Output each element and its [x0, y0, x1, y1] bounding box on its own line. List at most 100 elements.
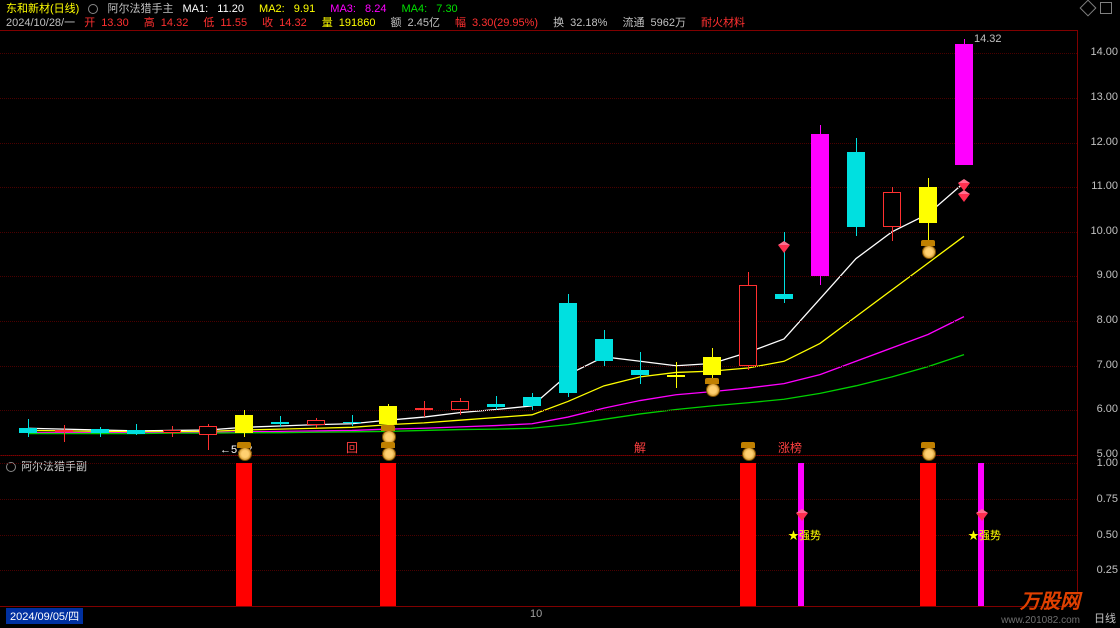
close-label: 收 [262, 17, 273, 29]
candle [739, 31, 757, 455]
sub-signal-bar [380, 463, 396, 606]
low-label: 低 [203, 17, 214, 29]
open-label: 开 [84, 17, 95, 29]
turn-label: 换 [553, 17, 564, 29]
vol-value: 191860 [339, 17, 376, 29]
diamond-icon [778, 245, 790, 253]
candle [487, 31, 505, 455]
candle [811, 31, 829, 455]
sub-indicator-panel[interactable]: ★强势 ★强势 [0, 456, 1078, 607]
mid-month-tick: 10 [530, 608, 542, 620]
strength-label: ★强势 [788, 527, 821, 543]
main-y-axis: 5.006.007.008.009.0010.0011.0012.0013.00… [1078, 30, 1120, 454]
sub-grid-line [0, 535, 1077, 536]
sub-y-tick-label: 0.75 [1097, 493, 1118, 505]
ma2-value: 9.91 [294, 3, 315, 15]
box-icon[interactable] [1100, 2, 1112, 14]
sub-grid-line [0, 570, 1077, 571]
candle [559, 31, 577, 455]
expand-dot-1[interactable] [88, 4, 98, 14]
diamond-icon [958, 194, 970, 202]
y-tick-label: 7.00 [1097, 359, 1118, 371]
turn-value: 32.18% [570, 17, 607, 29]
y-tick-label: 8.00 [1097, 314, 1118, 326]
candle [199, 31, 217, 455]
y-tick-label: 14.00 [1090, 46, 1118, 58]
ma3-label: MA3: [330, 3, 356, 15]
candle [523, 31, 541, 455]
candle [271, 31, 289, 455]
indicator-main-label: 阿尔法猎手主 [107, 3, 173, 15]
y-tick-label: 10.00 [1090, 225, 1118, 237]
amt-label: 额 [391, 17, 402, 29]
mark-char: 涨榜 [778, 439, 802, 456]
diamond-icon [796, 513, 808, 521]
top-right-controls [1082, 2, 1112, 14]
close-value: 14.32 [279, 17, 307, 29]
ma4-label: MA4: [402, 3, 428, 15]
open-value: 13.30 [101, 17, 129, 29]
candle [163, 31, 181, 455]
candle [631, 31, 649, 455]
candle [307, 31, 325, 455]
time-axis-bar: 2024/09/05/四 10 [0, 608, 1077, 626]
candle [415, 31, 433, 455]
candle [883, 31, 901, 455]
ma1-label: MA1: [183, 3, 209, 15]
sub-grid-line [0, 463, 1077, 464]
y-tick-label: 9.00 [1097, 269, 1118, 281]
candle [847, 31, 865, 455]
float-label: 流通 [623, 17, 645, 29]
y-tick-label: 13.00 [1090, 91, 1118, 103]
low-value: 11.55 [220, 17, 247, 29]
industry-label: 耐火材料 [701, 17, 745, 29]
start-date-label: 2024/09/05/四 [6, 608, 83, 624]
candle [955, 31, 973, 455]
high-value: 14.32 [161, 17, 189, 29]
sub-y-tick-label: 0.25 [1097, 564, 1118, 576]
candle [667, 31, 685, 455]
candle [379, 31, 397, 455]
gold-coin-icon [382, 447, 396, 461]
candle [91, 31, 109, 455]
ma3-value: 8.24 [365, 3, 386, 15]
candle [451, 31, 469, 455]
ma1-value: 11.20 [217, 3, 244, 15]
sub-y-tick-label: 1.00 [1097, 457, 1118, 469]
watermark-logo-url: www.201082.com [1001, 615, 1080, 626]
candle [235, 31, 253, 455]
sub-y-axis: 0.25 0.50 0.75 1.00 [1078, 456, 1120, 606]
vol-label: 量 [322, 17, 333, 29]
amt-value: 2.45亿 [408, 17, 440, 29]
sub-y-tick-label: 0.50 [1097, 529, 1118, 541]
header-info: 东和新材(日线) 阿尔法猎手主 MA1: 11.20 MA2: 9.91 MA3… [6, 2, 1060, 30]
candle [55, 31, 73, 455]
gold-coin-icon [238, 447, 252, 461]
last-price-label: 14.32 [974, 33, 1002, 45]
date-label: 2024/10/28/一 [6, 17, 75, 29]
ma4-value: 7.30 [436, 3, 457, 15]
pin-icon[interactable] [1080, 0, 1097, 16]
gold-coin-icon [922, 447, 936, 461]
mark-char: 回 [346, 439, 358, 456]
strength-label: ★强势 [968, 527, 1001, 543]
sub-signal-bar [740, 463, 756, 606]
candle [19, 31, 37, 455]
ma2-label: MA2: [259, 3, 285, 15]
change-value: 3.30(29.95%) [472, 17, 538, 29]
float-value: 5962万 [651, 17, 686, 29]
y-tick-label: 12.00 [1090, 136, 1118, 148]
sub-signal-bar [920, 463, 936, 606]
watermark-logo-text: 万股网 [1020, 585, 1080, 614]
high-label: 高 [144, 17, 155, 29]
candle [595, 31, 613, 455]
candle [343, 31, 361, 455]
gold-coin-icon [922, 245, 936, 259]
gold-coin-icon [742, 447, 756, 461]
mark-char: 解 [634, 439, 646, 456]
candle [127, 31, 145, 455]
diamond-icon [976, 513, 988, 521]
sub-grid-line [0, 499, 1077, 500]
stock-name-label: 东和新材(日线) [6, 3, 79, 15]
main-candlestick-chart[interactable]: 14.32←5.12回解涨榜 [0, 30, 1078, 456]
